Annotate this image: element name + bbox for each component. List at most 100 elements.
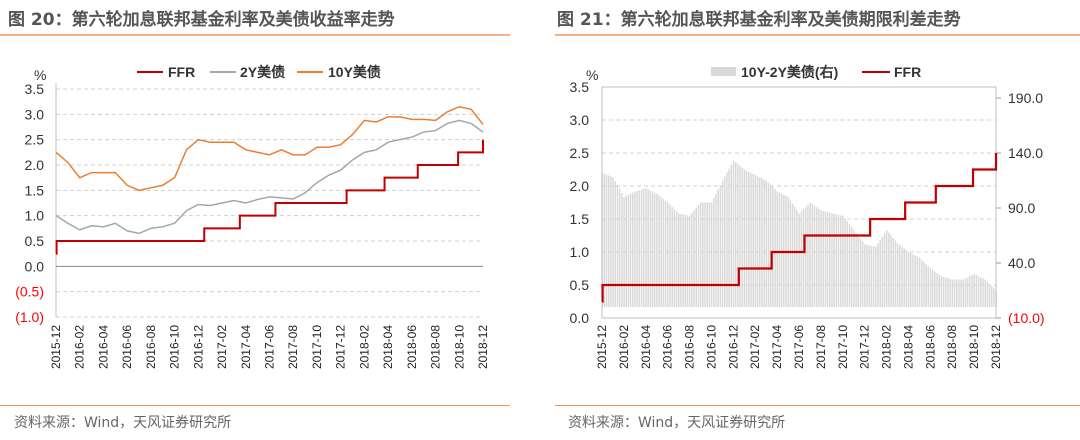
spread-bar xyxy=(962,279,965,307)
spread-bar xyxy=(734,162,737,307)
left-chart-title: 图 20：第六轮加息联邦基金利率及美债收益率走势 xyxy=(8,10,395,30)
y-tick-label: 1.5 xyxy=(25,182,45,198)
spread-bar xyxy=(877,243,879,307)
spread-bar xyxy=(964,278,967,307)
spread-bar xyxy=(820,210,822,307)
spread-bar xyxy=(833,213,835,307)
legend-spread-label: 10Y-2Y美债(右) xyxy=(741,64,838,80)
y-tick-label: 1.0 xyxy=(25,208,45,224)
x-tick-label: 2017-10 xyxy=(836,325,850,369)
spread-bar xyxy=(741,167,743,307)
spread-bar xyxy=(704,202,706,307)
y-tick-label: 1.0 xyxy=(570,244,590,260)
spread-bar xyxy=(910,253,912,307)
spread-bar xyxy=(813,205,816,307)
x-tick-label: 2017-12 xyxy=(858,325,872,369)
x-tick-label: 2017-10 xyxy=(310,325,324,369)
spread-bar xyxy=(848,224,851,307)
spread-bar xyxy=(901,246,903,307)
x-tick-label: 2015-12 xyxy=(49,325,63,369)
spread-bar xyxy=(669,204,671,307)
x-tick-label: 2017-02 xyxy=(748,325,762,369)
y2-tick-label: 140.0 xyxy=(1008,145,1043,161)
spread-bar xyxy=(918,257,921,307)
spread-bar xyxy=(691,213,693,307)
x-tick-label: 2015-12 xyxy=(595,325,609,369)
spread-bar xyxy=(642,188,645,307)
x-tick-label: 2018-12 xyxy=(989,325,1003,369)
y2-tick-label: 90.0 xyxy=(1008,200,1035,216)
x-tick-label: 2016-04 xyxy=(639,325,653,369)
spread-bar xyxy=(905,250,908,307)
spread-bar xyxy=(977,276,980,307)
spread-bar xyxy=(706,202,708,307)
x-tick-label: 2018-10 xyxy=(967,325,981,369)
x-tick-label: 2018-08 xyxy=(429,325,443,369)
spread-bar xyxy=(927,266,930,307)
series-ffr-line xyxy=(55,139,484,255)
spread-bar xyxy=(651,191,654,307)
spread-bar xyxy=(958,279,960,307)
x-tick-label: 2016-10 xyxy=(704,325,718,369)
spread-bar xyxy=(896,243,899,307)
spread-bar xyxy=(739,165,741,307)
spread-bar xyxy=(925,264,927,307)
spread-bar xyxy=(715,193,717,307)
x-tick-label: 2016-10 xyxy=(168,325,182,369)
legend-ffr-label: FFR xyxy=(168,64,195,80)
left-footer-divider xyxy=(0,405,510,406)
spread-bar xyxy=(627,194,630,307)
spread-bar xyxy=(951,279,954,307)
spread-bar xyxy=(811,204,814,307)
x-tick-label: 2017-06 xyxy=(263,325,277,369)
spread-bar xyxy=(754,175,757,307)
spread-bar xyxy=(756,176,759,307)
spread-bar xyxy=(809,202,811,307)
spread-bar xyxy=(776,191,779,307)
spread-bar xyxy=(912,254,914,307)
spread-bar xyxy=(890,235,892,307)
spread-bar xyxy=(938,274,940,307)
x-tick-label: 2018-04 xyxy=(381,325,395,369)
spread-bar xyxy=(697,205,700,307)
spread-bar xyxy=(618,189,621,307)
spread-bar xyxy=(844,218,846,307)
y-tick-label: 0.0 xyxy=(25,258,45,274)
y-tick-label: 3.0 xyxy=(570,112,590,128)
spread-bar xyxy=(660,197,662,307)
x-tick-label: 2016-06 xyxy=(120,325,134,369)
spread-bar xyxy=(850,227,853,307)
x-tick-label: 2018-06 xyxy=(405,325,419,369)
x-tick-label: 2017-06 xyxy=(792,325,806,369)
spread-bar xyxy=(772,187,774,307)
spread-bar xyxy=(888,232,890,307)
spread-bar xyxy=(870,245,873,307)
x-tick-label: 2017-12 xyxy=(334,325,348,369)
spread-bar xyxy=(763,179,765,307)
spread-bar xyxy=(717,189,719,307)
spread-bar xyxy=(728,168,730,307)
right-source-note: 资料来源：Wind，天风证券研究所 xyxy=(568,415,786,431)
spread-bar xyxy=(822,210,824,307)
spread-bar xyxy=(899,244,901,307)
y-tick-label: 0.5 xyxy=(25,233,45,249)
spread-bar xyxy=(953,279,956,307)
spread-bar xyxy=(721,180,724,307)
spread-bar xyxy=(839,215,842,307)
spread-bar xyxy=(929,268,932,307)
y-tick-label: 3.0 xyxy=(25,106,45,122)
left-title-divider xyxy=(0,34,510,36)
spread-bar xyxy=(971,275,973,307)
spread-bar xyxy=(638,190,641,307)
y-tick-label: 0.0 xyxy=(570,310,590,326)
spread-bar xyxy=(748,171,750,307)
spread-bar xyxy=(982,278,984,307)
spread-bar xyxy=(636,190,638,307)
spread-bar xyxy=(684,214,687,307)
spread-bar xyxy=(837,214,840,307)
x-tick-label: 2017-08 xyxy=(286,325,300,369)
spread-bar xyxy=(745,170,748,307)
right-chart-title: 图 21：第六轮加息联邦基金利率及美债期限利差走势 xyxy=(557,10,961,30)
spread-bar xyxy=(662,198,665,307)
x-tick-label: 2018-04 xyxy=(901,325,915,369)
